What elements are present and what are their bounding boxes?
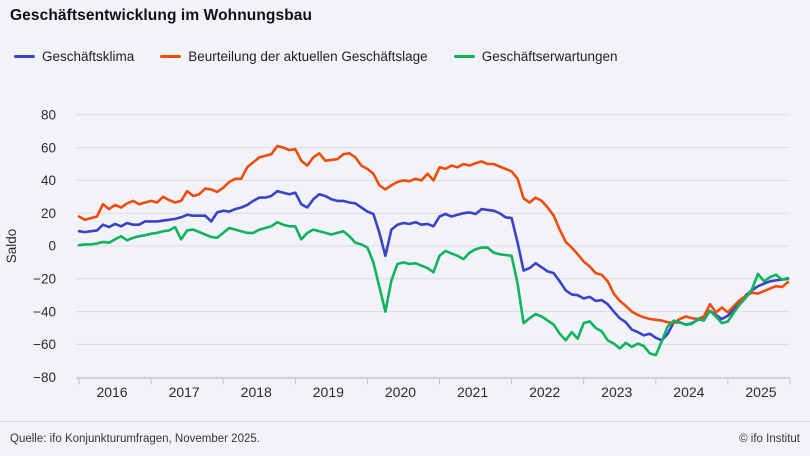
y-tick-label: −40 [33, 304, 56, 319]
page-title: Geschäftsentwicklung im Wohnungsbau [10, 7, 313, 24]
x-tick-label: 2024 [673, 384, 704, 400]
legend: Geschäftsklima Beurteilung der aktuellen… [14, 49, 618, 64]
series-line-beurteilung-der-aktuellen-gesch-ftslage [77, 144, 790, 325]
x-tick-label: 2020 [385, 384, 416, 400]
y-tick-label: 0 [48, 239, 56, 254]
y-tick-label: 20 [41, 206, 56, 221]
legend-item-geschaeftsklima[interactable]: Geschäftsklima [14, 49, 134, 64]
y-axis-title: Saldo [4, 229, 19, 264]
legend-item-geschaeftslage[interactable]: Beurteilung der aktuellen Geschäftslage [160, 49, 428, 64]
x-tick-label: 2017 [169, 384, 200, 400]
y-tick-label: −80 [33, 370, 56, 385]
legend-swatch-green-icon [453, 54, 475, 59]
line-chart: 80 60 40 20 0 −20 −40 −60 −80 Saldo 2016 2017 2018 20… [4, 108, 791, 400]
y-tick-label: −60 [33, 337, 56, 352]
legend-swatch-blue-icon [14, 54, 35, 59]
legend-label: Geschäftserwartungen [481, 49, 618, 64]
legend-label: Beurteilung der aktuellen Geschäftslage [188, 49, 428, 64]
legend-item-geschaeftserwartungen[interactable]: Geschäftserwartungen [453, 49, 618, 64]
x-tick-label: 2016 [96, 384, 127, 400]
legend-label: Geschäftsklima [42, 49, 135, 64]
y-tick-label: −20 [33, 272, 56, 287]
x-tick-label: 2025 [745, 384, 776, 400]
series-line-gesch-ftsklima [77, 189, 790, 342]
source-note: Quelle: ifo Konjunkturumfragen, November… [10, 433, 260, 445]
series-line-gesch-ftserwartungen [77, 220, 790, 357]
legend-swatch-orange-icon [160, 54, 182, 59]
x-tick-label: 2021 [457, 384, 488, 400]
x-tick-label: 2018 [241, 384, 272, 400]
y-tick-label: 60 [41, 140, 56, 155]
copyright-note: © ifo Institut [739, 433, 800, 445]
x-tick-label: 2023 [601, 384, 632, 400]
x-tick-label: 2019 [313, 384, 344, 400]
y-tick-label: 80 [41, 108, 56, 123]
footer: Quelle: ifo Konjunkturumfragen, November… [0, 421, 810, 456]
x-tick-label: 2022 [529, 384, 560, 400]
y-tick-label: 40 [41, 173, 56, 188]
